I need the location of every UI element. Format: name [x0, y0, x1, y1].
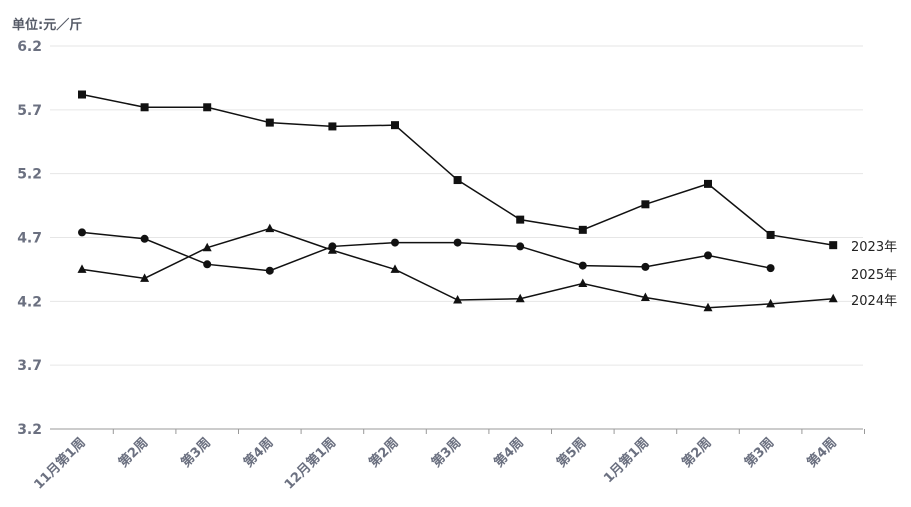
unit-label: 单位:元／斤	[12, 18, 83, 33]
series-2	[77, 223, 838, 312]
x-tick-label: 第2周	[679, 435, 715, 471]
series-label: 2024年	[851, 294, 897, 309]
data-point	[516, 242, 525, 251]
y-tick-label: 6.2	[17, 39, 42, 55]
data-point	[140, 234, 149, 243]
data-point	[202, 242, 212, 252]
x-tick-label: 第2周	[115, 435, 151, 471]
data-point	[828, 293, 838, 303]
data-point	[578, 225, 587, 234]
series-label: 2023年	[851, 240, 897, 255]
data-point	[328, 122, 337, 131]
y-tick-label: 3.7	[17, 358, 42, 374]
data-point	[453, 295, 463, 304]
x-tick-label: 第3周	[428, 435, 464, 471]
data-point	[140, 103, 149, 112]
series-line	[81, 231, 771, 272]
y-tick-label: 5.7	[17, 103, 42, 119]
data-point	[704, 179, 712, 188]
x-tick-label: 第4周	[241, 435, 277, 471]
data-point	[391, 238, 399, 247]
y-tick-label: 4.7	[17, 231, 42, 247]
x-tick-label: 第4周	[804, 435, 840, 471]
data-point	[515, 293, 525, 303]
y-tick-label: 4.2	[17, 294, 42, 310]
data-point	[327, 245, 337, 254]
data-point	[391, 121, 399, 130]
data-point	[578, 278, 588, 287]
data-point	[78, 90, 86, 99]
data-point	[640, 292, 650, 302]
series-line	[81, 93, 834, 246]
data-point	[703, 302, 713, 312]
data-point	[453, 176, 462, 185]
data-point	[641, 262, 650, 271]
x-tick-label: 1月第1周	[601, 435, 653, 487]
data-point	[704, 251, 712, 260]
data-point	[766, 230, 775, 239]
data-point	[203, 103, 212, 112]
data-point	[203, 260, 212, 269]
data-point	[265, 266, 274, 275]
x-tick-label: 第4周	[491, 435, 527, 471]
data-point	[453, 238, 462, 247]
x-tick-label: 12月第1周	[281, 435, 339, 493]
data-point	[77, 264, 87, 273]
x-tick-label: 第2周	[366, 435, 402, 471]
data-point	[390, 264, 400, 273]
data-point	[578, 261, 587, 270]
grid-layer	[50, 45, 863, 366]
y-tick-label: 3.2	[17, 422, 42, 438]
data-point	[265, 118, 274, 127]
series-layer	[77, 90, 838, 312]
data-point	[265, 223, 275, 233]
label-layer: 2023年 2025年 2024年	[851, 240, 897, 309]
data-point	[140, 273, 150, 282]
x-tick-label: 11月第1周	[31, 435, 89, 493]
series-1	[78, 228, 775, 275]
x-tick-label: 第3周	[741, 435, 777, 471]
data-point	[641, 200, 650, 209]
y-tick-label: 5.2	[17, 167, 42, 183]
x-tick-label: 第3周	[178, 435, 214, 471]
data-point	[766, 298, 776, 308]
series-0	[78, 90, 838, 250]
data-point	[516, 215, 525, 224]
x-tick-label: 第5周	[554, 435, 590, 471]
data-point	[829, 241, 838, 250]
data-point	[766, 264, 775, 273]
series-label: 2025年	[851, 268, 897, 283]
data-point	[78, 228, 86, 237]
